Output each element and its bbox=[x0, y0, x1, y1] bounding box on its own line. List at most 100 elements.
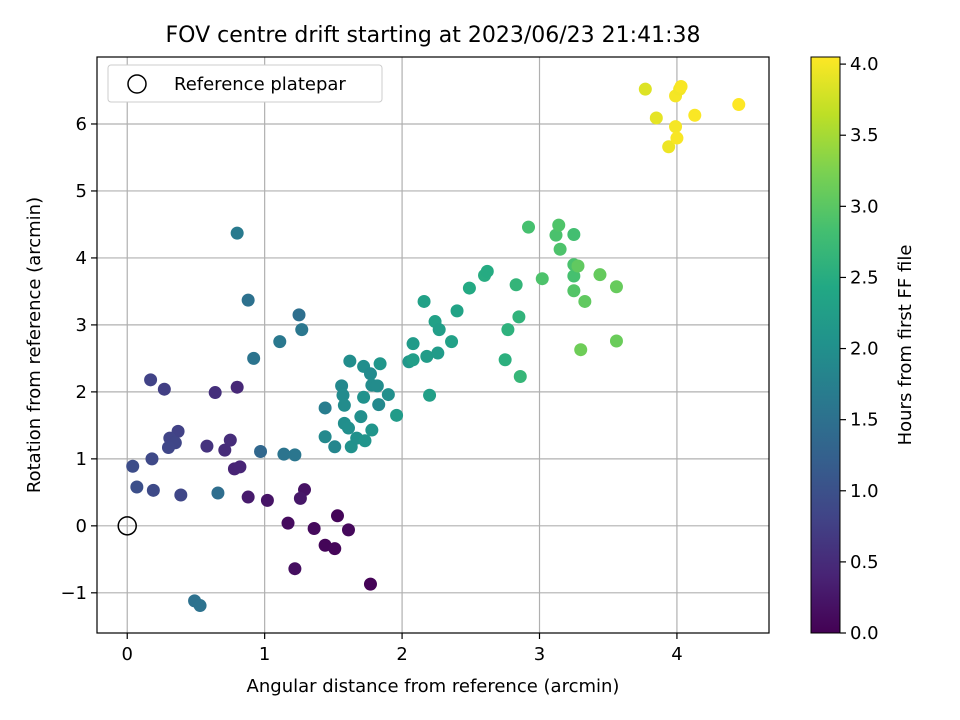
data-point bbox=[593, 268, 607, 282]
data-point bbox=[513, 369, 527, 383]
data-point bbox=[509, 278, 523, 292]
chart-title: FOV centre drift starting at 2023/06/23 … bbox=[166, 23, 701, 48]
x-axis-ticks: 0 1 2 3 4 bbox=[122, 633, 683, 665]
colorbar-tick-label: 1.0 bbox=[850, 481, 879, 502]
data-point bbox=[363, 577, 377, 591]
data-point bbox=[432, 323, 446, 337]
reference-marker bbox=[117, 516, 137, 536]
colorbar-tick-label: 0.5 bbox=[850, 552, 879, 573]
data-point bbox=[218, 443, 232, 457]
data-point bbox=[307, 522, 321, 536]
data-point bbox=[552, 218, 566, 232]
colorbar-ticks: 0.0 0.5 1.0 1.5 2.0 2.5 3.0 3.5 4.0 bbox=[840, 54, 879, 644]
data-point bbox=[420, 349, 434, 363]
data-point bbox=[567, 269, 581, 283]
data-point bbox=[363, 367, 377, 381]
y-tick-label: 5 bbox=[76, 181, 87, 202]
data-point bbox=[343, 354, 357, 368]
data-point bbox=[670, 131, 684, 145]
data-point bbox=[126, 459, 140, 473]
x-tick-label: 3 bbox=[534, 644, 545, 665]
colorbar-tick-label: 1.5 bbox=[850, 410, 879, 431]
data-point bbox=[247, 351, 261, 365]
data-point bbox=[318, 430, 332, 444]
data-point bbox=[431, 346, 445, 360]
data-point bbox=[406, 353, 420, 367]
colorbar-tick-label: 3.0 bbox=[850, 196, 879, 217]
data-point bbox=[200, 439, 214, 453]
data-point bbox=[174, 488, 188, 502]
data-point bbox=[260, 493, 274, 507]
data-point bbox=[241, 490, 255, 504]
data-point bbox=[292, 308, 306, 322]
colorbar-tick-label: 2.5 bbox=[850, 267, 879, 288]
y-tick-label: 0 bbox=[76, 516, 87, 537]
data-point bbox=[193, 599, 207, 613]
data-point bbox=[295, 323, 309, 337]
data-point bbox=[230, 380, 244, 394]
data-point bbox=[549, 228, 563, 242]
data-point bbox=[480, 264, 494, 278]
data-point bbox=[130, 480, 144, 494]
y-tick-label: 3 bbox=[76, 315, 87, 336]
colorbar: 0.0 0.5 1.0 1.5 2.0 2.5 3.0 3.5 4.0 Hours from f… bbox=[810, 54, 916, 644]
data-point bbox=[567, 284, 581, 298]
data-point bbox=[512, 310, 526, 324]
y-axis-label: Rotation from reference (arcmin) bbox=[24, 197, 45, 493]
x-tick-label: 0 bbox=[122, 644, 133, 665]
data-point bbox=[390, 408, 404, 422]
data-point bbox=[341, 523, 355, 537]
data-point bbox=[553, 242, 567, 256]
data-point bbox=[358, 434, 372, 448]
data-point bbox=[567, 227, 581, 241]
data-point bbox=[372, 398, 386, 412]
data-point bbox=[293, 491, 307, 505]
legend-marker bbox=[127, 74, 147, 94]
data-point bbox=[445, 335, 459, 349]
data-point bbox=[281, 516, 295, 530]
data-point bbox=[571, 259, 585, 273]
colorbar-gradient bbox=[810, 56, 841, 634]
data-point bbox=[288, 448, 302, 462]
data-point bbox=[330, 509, 344, 523]
data-point bbox=[462, 281, 476, 295]
colorbar-tick-label: 4.0 bbox=[850, 54, 879, 75]
data-point bbox=[578, 294, 592, 308]
data-point bbox=[406, 337, 420, 351]
reference-point bbox=[117, 516, 137, 536]
x-tick-label: 1 bbox=[259, 644, 270, 665]
y-tick-label: 4 bbox=[76, 248, 87, 269]
data-point bbox=[288, 562, 302, 576]
data-point bbox=[522, 220, 536, 234]
data-point bbox=[354, 410, 368, 424]
legend-label: Reference platepar bbox=[174, 74, 346, 95]
data-point bbox=[211, 486, 225, 500]
data-point bbox=[501, 323, 515, 337]
x-tick-label: 4 bbox=[671, 644, 682, 665]
data-point bbox=[365, 423, 379, 437]
data-point bbox=[241, 293, 255, 307]
data-point bbox=[674, 79, 688, 93]
colorbar-label: Hours from first FF file bbox=[895, 245, 916, 446]
data-point bbox=[357, 390, 371, 404]
data-point bbox=[638, 82, 652, 96]
colorbar-tick-label: 3.5 bbox=[850, 125, 879, 146]
data-point bbox=[146, 483, 160, 497]
data-point bbox=[662, 140, 676, 154]
legend[interactable]: Reference platepar bbox=[107, 64, 383, 103]
data-point bbox=[254, 444, 268, 458]
data-point bbox=[277, 447, 291, 461]
data-point bbox=[157, 382, 171, 396]
data-point bbox=[328, 542, 342, 556]
data-point bbox=[230, 226, 244, 240]
data-point bbox=[535, 272, 549, 286]
data-point bbox=[574, 343, 588, 357]
y-tick-label: 6 bbox=[76, 114, 87, 135]
data-points bbox=[126, 79, 746, 613]
data-point bbox=[450, 304, 464, 318]
data-point bbox=[337, 398, 351, 412]
colorbar-tick-label: 2.0 bbox=[850, 339, 879, 360]
data-point bbox=[145, 452, 159, 466]
data-point bbox=[318, 401, 332, 415]
